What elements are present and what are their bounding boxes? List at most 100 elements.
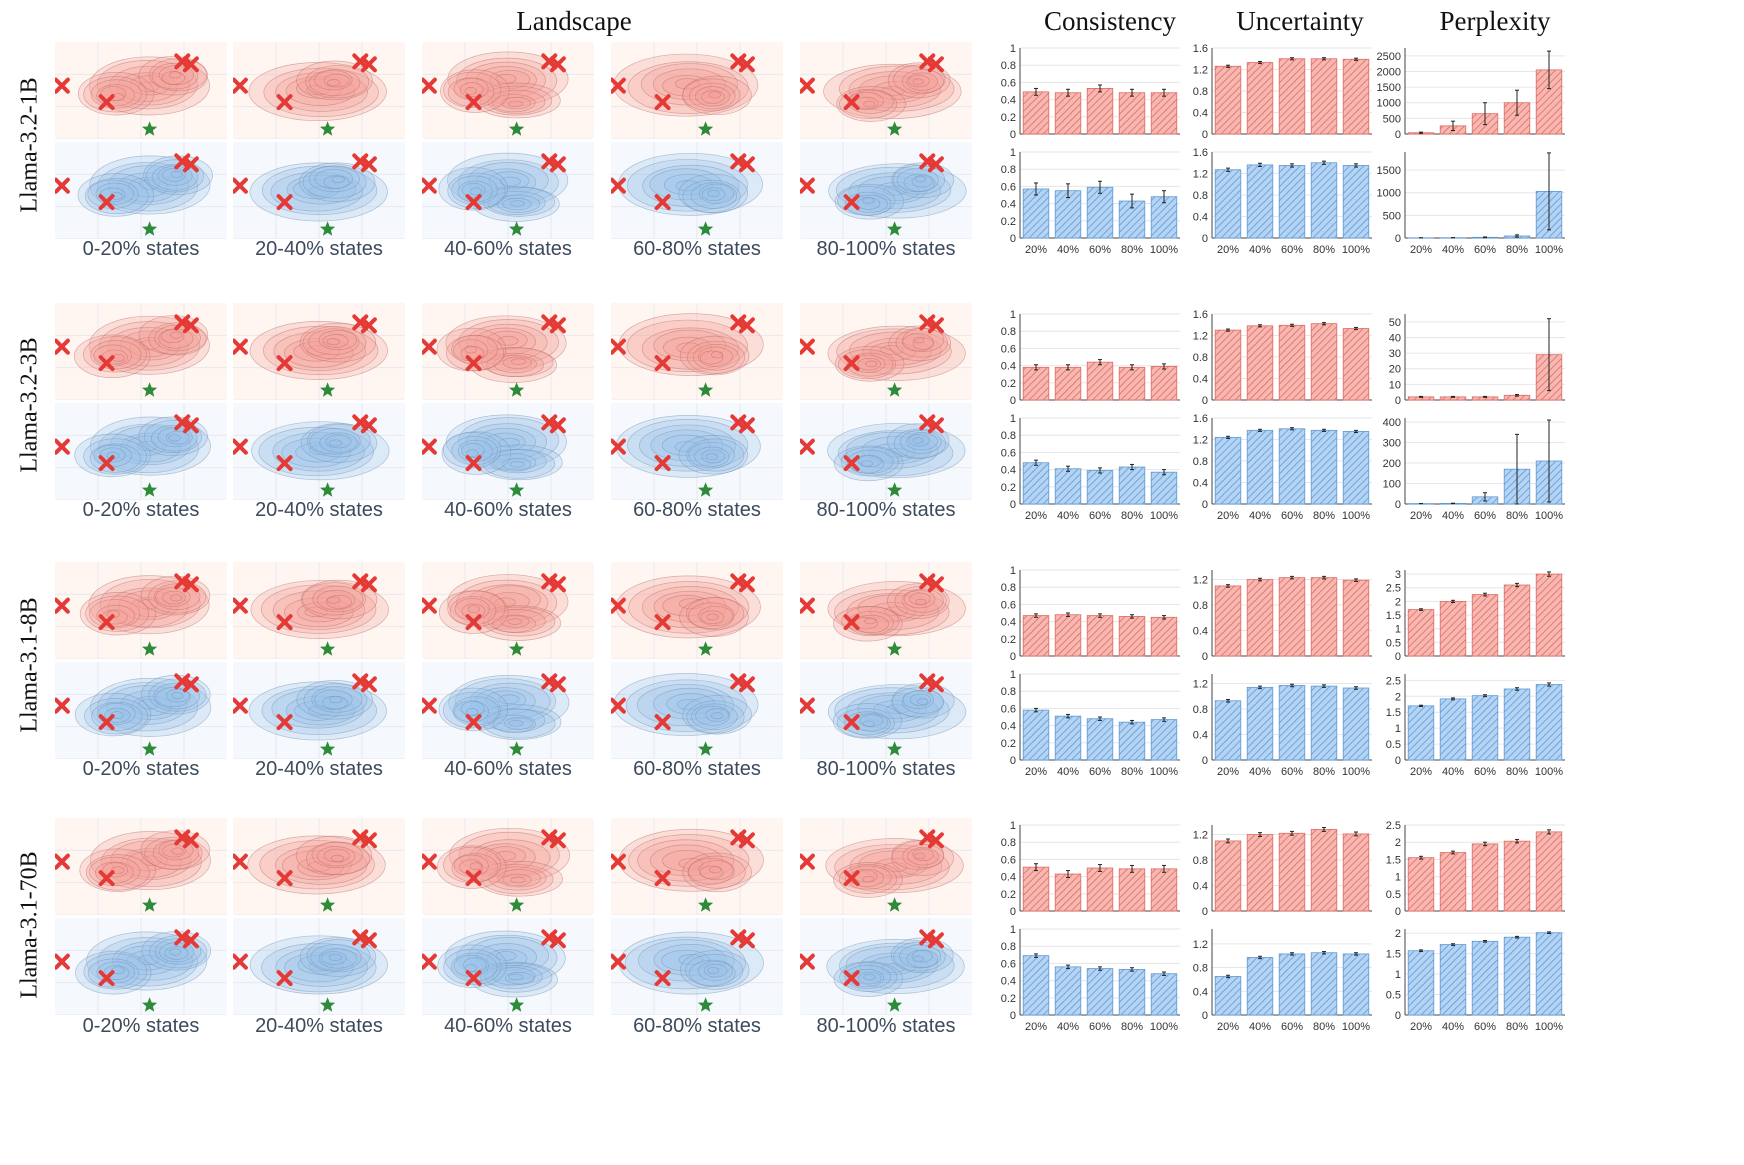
star-marker-icon: [698, 221, 714, 236]
x-marker-icon: [182, 317, 199, 334]
x-marker-icon: [927, 576, 944, 593]
y-tick-label: 0.6: [1001, 181, 1016, 193]
x-marker-icon: [98, 455, 115, 472]
stage-label: 60-80% states: [633, 238, 761, 260]
bar: [1118, 366, 1146, 401]
y-tick-label: 0: [1010, 651, 1016, 663]
y-tick-label: 0.4: [1193, 374, 1208, 386]
y-tick-label: 0.8: [1193, 855, 1208, 867]
star-marker-icon: [509, 997, 525, 1012]
consistency-blue-chart: 0 0.2 0.4 0.6 0.8 1 20% 40% 60% 80% 100%: [1001, 147, 1180, 256]
y-tick-label: 0.4: [1193, 730, 1208, 742]
bar: [1022, 709, 1050, 761]
consistency-red-chart: 0 0.2 0.4 0.6 0.8 1: [1001, 565, 1180, 663]
x-marker-icon: [422, 177, 437, 194]
x-marker-icon: [738, 317, 755, 334]
perplexity-blue-chart: 0 500 1000 1500 20% 40% 60% 80% 100%: [1377, 152, 1565, 256]
y-tick-label: 0.6: [1001, 703, 1016, 715]
x-marker-icon: [276, 870, 293, 887]
star-marker-icon: [887, 382, 903, 397]
y-tick-label: 0.4: [1001, 721, 1016, 733]
bar: [1086, 88, 1114, 135]
star-marker-icon: [509, 121, 525, 136]
bar: [1535, 684, 1563, 761]
star-marker-icon: [320, 121, 336, 136]
bar: [1214, 585, 1242, 657]
y-tick-label: 1.5: [1386, 610, 1401, 622]
y-tick-label: 0.4: [1001, 976, 1016, 988]
x-marker-icon: [738, 56, 755, 73]
y-tick-label: 0.2: [1001, 889, 1016, 901]
y-tick-label: 0.8: [1001, 164, 1016, 176]
bar: [1086, 361, 1114, 401]
star-marker-icon: [887, 997, 903, 1012]
perplexity-header: Perplexity: [1439, 6, 1551, 36]
x-tick-label: 100%: [1342, 1021, 1370, 1033]
red-landscape-panel: [611, 562, 783, 659]
bar: [1118, 868, 1146, 912]
bar: [1054, 873, 1082, 912]
x-marker-icon: [55, 177, 70, 194]
bar: [1535, 831, 1563, 912]
x-marker-icon: [927, 417, 944, 434]
perplexity-red-chart: 0 10 20 30 40 50: [1389, 314, 1565, 407]
y-tick-label: 0: [1202, 499, 1208, 511]
y-tick-label: 1.2: [1193, 65, 1208, 77]
stage-label: 60-80% states: [633, 499, 761, 521]
bar: [1278, 165, 1306, 239]
star-marker-icon: [320, 482, 336, 497]
bar: [1054, 966, 1082, 1016]
y-tick-label: 1500: [1377, 82, 1401, 94]
y-tick-label: 1.2: [1193, 169, 1208, 181]
y-tick-label: 0.4: [1001, 199, 1016, 211]
bar: [1022, 615, 1050, 657]
x-tick-label: 80%: [1121, 510, 1143, 522]
bar: [1278, 685, 1306, 761]
bar: [1054, 92, 1082, 135]
x-tick-label: 60%: [1089, 244, 1111, 256]
y-tick-label: 1: [1010, 309, 1016, 321]
x-marker-icon: [738, 932, 755, 949]
y-tick-label: 0.4: [1001, 872, 1016, 884]
y-tick-label: 0.4: [1001, 617, 1016, 629]
x-marker-icon: [182, 56, 199, 73]
stage-label: 40-60% states: [444, 758, 572, 780]
star-marker-icon: [142, 121, 158, 136]
bar: [1278, 58, 1306, 135]
bar: [1214, 65, 1242, 135]
stage-label: 0-20% states: [82, 1015, 200, 1037]
star-marker-icon: [320, 997, 336, 1012]
blue-landscape-panel: [422, 918, 594, 1015]
x-marker-icon: [654, 614, 671, 631]
red-landscape-panel: [422, 303, 594, 400]
y-tick-label: 1.6: [1193, 43, 1208, 55]
x-marker-icon: [843, 355, 860, 372]
blue-landscape-panel: [55, 142, 227, 239]
x-tick-label: 60%: [1281, 510, 1303, 522]
y-tick-label: 1.2: [1193, 939, 1208, 951]
bar: [1022, 462, 1050, 505]
x-marker-icon: [422, 77, 437, 94]
x-marker-icon: [549, 676, 566, 693]
y-tick-label: 0.8: [1001, 837, 1016, 849]
y-tick-label: 0.8: [1193, 190, 1208, 202]
x-marker-icon: [233, 853, 248, 870]
bar: [1086, 968, 1114, 1016]
x-marker-icon: [276, 455, 293, 472]
y-tick-label: 10: [1389, 379, 1401, 391]
x-marker-icon: [654, 870, 671, 887]
bar: [1503, 936, 1531, 1016]
perplexity-blue-chart: 0 100 200 300 400 20% 40% 60% 80% 100%: [1383, 417, 1565, 522]
y-tick-label: 1.6: [1193, 147, 1208, 159]
uncertainty-blue-chart: 0 0.4 0.8 1.2 20% 40% 60% 80% 100%: [1193, 674, 1372, 778]
bar: [1054, 366, 1082, 401]
x-tick-label: 80%: [1121, 244, 1143, 256]
x-marker-icon: [611, 438, 626, 455]
blue-landscape-panel: [611, 662, 783, 759]
x-tick-label: 80%: [1121, 766, 1143, 778]
x-tick-label: 60%: [1474, 244, 1496, 256]
x-tick-label: 80%: [1506, 244, 1528, 256]
x-marker-icon: [611, 697, 626, 714]
stage-label: 80-100% states: [816, 499, 956, 521]
y-tick-label: 0: [1010, 906, 1016, 918]
